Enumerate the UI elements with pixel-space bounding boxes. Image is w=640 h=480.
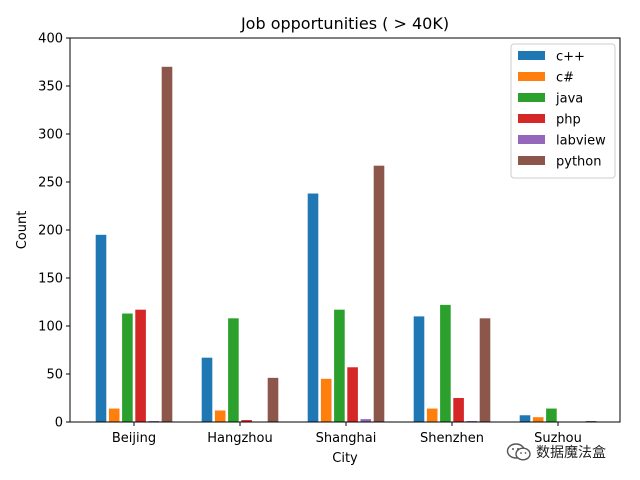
x-tick-label: Shanghai [316, 431, 377, 446]
chart-title: Job opportunities ( > 40K) [240, 14, 449, 33]
y-tick-label: 350 [38, 80, 63, 95]
bar-python-beijing [161, 66, 173, 423]
bar-c-shanghai [320, 378, 332, 422]
bar-python-shenzhen [479, 318, 491, 422]
legend-label: c++ [556, 50, 585, 65]
legend-swatch [518, 114, 545, 123]
y-tick-label: 400 [38, 32, 63, 47]
y-tick-label: 0 [55, 416, 63, 431]
bar-c-suzhou [532, 417, 544, 422]
bar-php-shenzhen [453, 398, 464, 422]
y-tick-label: 150 [38, 272, 63, 287]
bars-group [95, 66, 597, 423]
bar-python-shanghai [373, 165, 385, 422]
legend-swatch [518, 72, 545, 81]
bar-java-hangzhou [228, 318, 239, 422]
axes-group: 0 50 100 150 200 250 300 350 400 Beijing Hangzhou S… [38, 32, 621, 446]
legend-label: python [556, 155, 601, 170]
bar-labview-shanghai [360, 419, 372, 422]
bar-c-shenzhen [426, 408, 438, 422]
y-tick-label: 250 [38, 176, 63, 191]
legend-label: c# [556, 71, 574, 86]
x-axis-title: City [332, 451, 358, 466]
legend-swatch [518, 51, 545, 60]
legend-swatch [518, 93, 545, 102]
bar-java-suzhou [546, 408, 557, 422]
x-tick-label: Hangzhou [207, 431, 273, 446]
bar-java-shanghai [334, 309, 345, 422]
bar-c-beijing [95, 234, 107, 422]
y-tick-label: 50 [46, 368, 63, 383]
y-tick-label: 100 [38, 320, 63, 335]
bar-php-beijing [135, 309, 146, 422]
bar-c-suzhou [519, 415, 531, 422]
wechat-icon [506, 443, 531, 461]
watermark: 数据魔法盒 [506, 441, 606, 463]
legend-swatch [518, 156, 545, 165]
legend-label: java [555, 92, 583, 107]
bar-java-beijing [122, 313, 133, 422]
x-tick-label: Beijing [112, 431, 156, 446]
watermark-text: 数据魔法盒 [536, 445, 606, 461]
bar-php-shanghai [347, 367, 358, 422]
bar-python-hangzhou [267, 377, 279, 422]
bar-php-hangzhou [241, 420, 252, 422]
bar-java-shenzhen [440, 304, 451, 422]
legend-label: labview [556, 134, 606, 149]
x-tick-label: Suzhou [534, 431, 582, 446]
legend-swatch [518, 135, 545, 144]
legend: c++ c# java php labview python [510, 43, 616, 179]
bar-c-beijing [108, 408, 120, 422]
bar-c-hangzhou [201, 357, 213, 422]
y-tick-label: 200 [38, 224, 63, 239]
bar-c-shenzhen [413, 316, 425, 422]
y-tick-label: 300 [38, 128, 63, 143]
x-tick-label: Shenzhen [420, 431, 484, 446]
bar-c-shanghai [307, 193, 319, 422]
legend-label: php [556, 113, 581, 128]
y-axis-title: Count [15, 211, 30, 250]
bar-c-hangzhou [214, 410, 226, 422]
